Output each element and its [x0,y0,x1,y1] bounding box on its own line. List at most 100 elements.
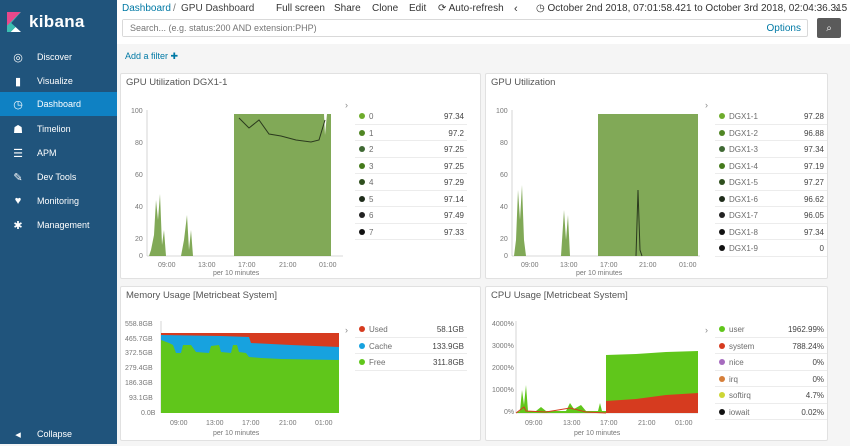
share-button[interactable]: Share [334,3,361,14]
sidebar-item-timelion[interactable]: ☗ Timelion [0,117,117,141]
legend-item[interactable]: DGX1-3 97.34 [715,141,827,158]
search-icon: ⌕ [826,22,832,34]
search-input[interactable] [123,20,723,36]
time-picker[interactable]: ◷ October 2nd 2018, 07:01:58.421 to Octo… [536,3,847,14]
refresh-icon: ⟳ [438,3,447,14]
legend-value: 58.1GB [436,325,464,334]
y-tick-80: 80 [500,140,508,147]
sidebar-item-label: Discover [37,52,73,62]
series-color-dot [719,146,725,152]
legend-name: 0 [369,112,374,121]
dashboard-icon: ◷ [13,98,23,111]
legend-item[interactable]: nice 0% [715,354,827,371]
edit-button[interactable]: Edit [409,3,427,14]
sidebar-item-label: APM [37,148,57,158]
x-tick: 01:00 [315,420,333,427]
gpu-line-series [635,189,643,257]
sidebar-item-discover[interactable]: ◎ Discover [0,45,117,69]
x-axis-label: per 10 minutes [213,430,260,437]
series-color-dot [359,326,365,332]
x-axis-label: per 10 minutes [576,270,623,277]
y-axis: 4000% 3000% 2000% 1000% 0% [492,321,514,416]
legend-value: 0.02% [801,407,824,417]
legend-item[interactable]: 4 97.29 [355,174,467,191]
series-color-dot [719,129,725,136]
sidebar-item-dev-tools[interactable]: ✎ Dev Tools [0,165,117,189]
sidebar-item-apm[interactable]: ☰ APM [0,141,117,165]
legend-item[interactable]: 1 97.2 [355,125,467,141]
options-link[interactable]: Options [766,23,801,34]
gear-icon: ✱ [13,219,23,232]
sidebar-item-label: Management [37,220,90,230]
legend: DGX1-1 97.28 DGX1-2 96.88 DGX1-3 97.34 DGX1… [715,108,827,257]
add-filter-link[interactable]: Add a filter ✚ [125,51,179,61]
clock-icon: ◷ [536,3,545,14]
legend-item[interactable]: DGX1-8 97.34 [715,224,827,240]
sidebar-item-dashboard[interactable]: ◷ Dashboard [0,92,117,116]
legend-item[interactable]: user 1962.99% [715,321,827,338]
legend-item[interactable]: 6 97.49 [355,207,467,224]
y-tick-100: 100 [496,108,508,115]
clone-button[interactable]: Clone [372,3,399,14]
panel-cpu-usage: CPU Usage [Metricbeat System] 4000% 3000… [485,286,828,441]
legend-item[interactable]: Used 58.1GB [355,321,467,338]
legend-item[interactable]: Free 311.8GB [355,354,467,371]
legend-item[interactable]: 3 97.25 [355,158,467,174]
legend-item[interactable]: 7 97.33 [355,224,467,240]
legend-item[interactable]: DGX1-4 97.19 [715,158,827,174]
heartbeat-icon: ♥ [14,195,22,207]
search-button[interactable]: ⌕ [817,18,841,38]
time-prev-icon[interactable]: ‹ [514,3,518,15]
x-tick: 09:00 [525,420,543,427]
x-tick: 01:00 [319,262,337,269]
legend-item[interactable]: iowait 0.02% [715,404,827,420]
auto-refresh-button[interactable]: ⟳ Auto-refresh [438,3,504,14]
series-color-dot [359,212,365,218]
legend-name: DGX1-7 [729,211,758,220]
legend-item[interactable]: DGX1-2 96.88 [715,125,827,141]
legend-toggle-icon[interactable]: › [345,325,348,335]
x-tick: 13:00 [198,262,216,269]
legend-item[interactable]: DGX1-9 0 [715,240,827,257]
legend-item[interactable]: DGX1-7 96.05 [715,207,827,224]
legend-value: 97.25 [443,161,464,171]
sidebar-item-management[interactable]: ✱ Management [0,213,117,237]
series-color-dot [359,162,365,169]
time-next-icon[interactable]: › [835,3,839,15]
legend-item[interactable]: DGX1-1 97.28 [715,108,827,125]
panel-title: GPU Utilization DGX1-1 [126,77,228,88]
kibana-logo[interactable]: kibana [7,8,107,34]
legend-value: 97.34 [803,227,824,237]
breadcrumb-dashboard[interactable]: Dashboard [122,3,171,14]
legend-toggle-icon[interactable]: › [705,100,708,110]
collapse-button[interactable]: ◂ Collapse [0,422,117,446]
legend-item[interactable]: 2 97.25 [355,141,467,158]
legend-value: 96.62 [803,194,824,204]
fullscreen-button[interactable]: Full screen [276,3,325,14]
sidebar-item-monitoring[interactable]: ♥ Monitoring [0,189,117,213]
y-tick-20: 20 [135,236,143,243]
legend-name: Cache [369,341,393,351]
collapse-label: Collapse [37,429,73,439]
legend-name: user [729,325,745,334]
series-color-dot [719,392,725,398]
legend-item[interactable]: Cache 133.9GB [355,338,467,354]
legend-item[interactable]: 5 97.14 [355,191,467,207]
legend-item[interactable]: 0 97.34 [355,108,467,125]
legend-item[interactable]: DGX1-5 97.27 [715,174,827,191]
legend-toggle-icon[interactable]: › [345,100,348,110]
legend-item[interactable]: irq 0% [715,371,827,387]
series-color-dot [719,326,725,332]
time-range-label: October 2nd 2018, 07:01:58.421 to Octobe… [547,3,848,14]
legend-item[interactable]: system 788.24% [715,338,827,354]
x-tick: 17:00 [238,262,256,269]
legend-name: 2 [369,145,374,154]
sidebar-item-label: Dashboard [37,99,82,109]
legend-name: Free [369,358,386,367]
y-tick-20: 20 [500,236,508,243]
gpu-line-series [238,117,326,143]
sidebar-item-visualize[interactable]: ▮ Visualize [0,69,117,93]
legend-item[interactable]: softirq 4.7% [715,387,827,404]
legend-toggle-icon[interactable]: › [705,325,708,335]
legend-item[interactable]: DGX1-6 96.62 [715,191,827,207]
